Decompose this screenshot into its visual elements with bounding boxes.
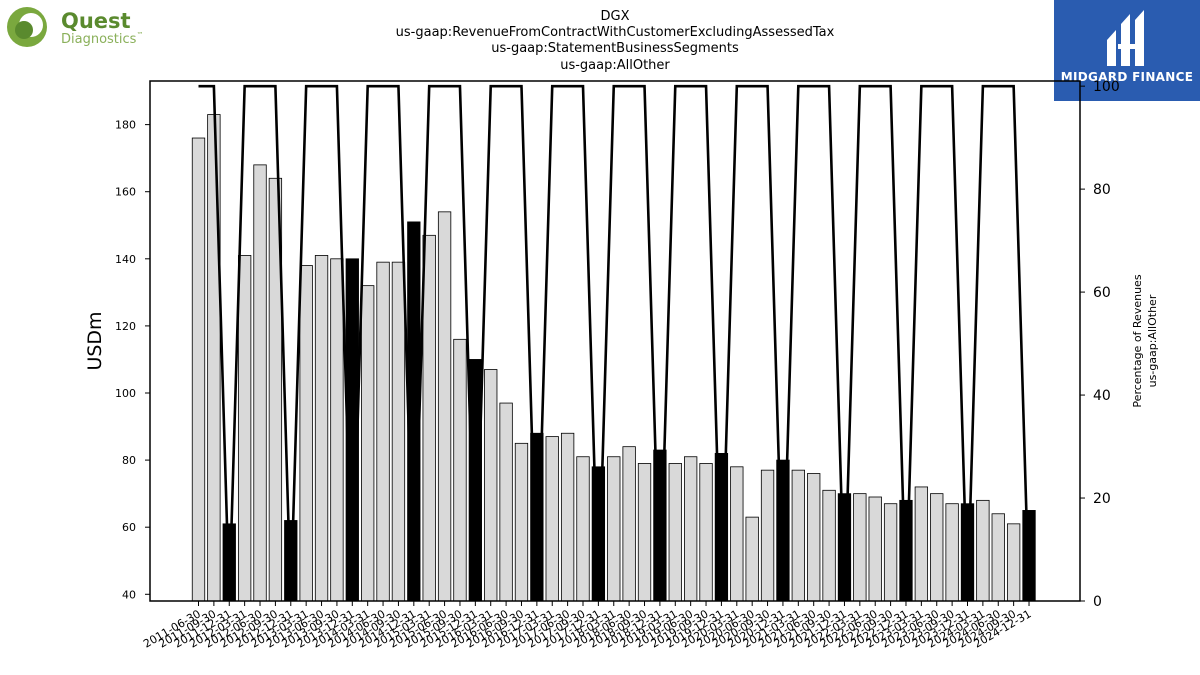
bar xyxy=(1006,523,1021,602)
bar xyxy=(361,285,375,602)
bar xyxy=(299,265,313,602)
bar xyxy=(883,503,898,602)
publisher-logo: MIDGARD FINANCE xyxy=(1054,0,1200,101)
chart-title-line-2: us-gaap:RevenueFromContractWithCustomerE… xyxy=(396,25,835,40)
bar xyxy=(607,456,621,602)
bar xyxy=(976,499,990,602)
x-axis: 2011-06-302011-09-302011-12-312012-03-31… xyxy=(141,601,1034,651)
y-axis-right-label-line-2: us-gaap:AllOther xyxy=(1146,294,1159,387)
company-logo-sub: Diagnostics™ xyxy=(61,31,143,47)
y-axis-left-label: USDm xyxy=(84,311,106,370)
bar xyxy=(791,469,805,602)
bar xyxy=(376,261,390,602)
bar xyxy=(314,255,329,602)
y-tick-label-left: 160 xyxy=(115,186,136,199)
chart-title: DGX us-gaap:RevenueFromContractWithCusto… xyxy=(396,9,835,73)
bar xyxy=(453,338,467,602)
bar xyxy=(730,466,744,602)
y-tick-label-left: 100 xyxy=(115,387,136,400)
plot-area-frame xyxy=(149,80,1081,602)
bar xyxy=(853,493,867,602)
bar xyxy=(499,402,513,602)
y-axis-right-label-line-1: Percentage of Revenues xyxy=(1131,274,1144,407)
y-axis-right-label: Percentage of Revenues us-gaap:AllOther xyxy=(1131,274,1159,407)
bar xyxy=(760,469,775,602)
bar xyxy=(514,442,529,602)
bar xyxy=(191,137,206,602)
bar xyxy=(637,463,652,602)
bar xyxy=(391,261,406,602)
bar xyxy=(684,456,698,602)
line-series xyxy=(198,84,1031,602)
bar xyxy=(745,516,759,602)
chart-title-line-4: us-gaap:AllOther xyxy=(560,58,670,73)
y-axis-right: 0 20 40 60 80 100 xyxy=(1080,79,1120,610)
bar xyxy=(868,496,882,602)
percentage-line xyxy=(198,84,1031,602)
bar xyxy=(560,432,575,602)
publisher-logo-name: MIDGARD FINANCE xyxy=(1061,70,1193,84)
chart-title-line-3: us-gaap:StatementBusinessSegments xyxy=(491,41,739,56)
y-tick-label-right: 60 xyxy=(1093,285,1111,301)
company-logo-icon-dot xyxy=(15,21,33,39)
y-tick-label-left: 180 xyxy=(115,119,136,132)
publisher-logo-icon xyxy=(1107,10,1144,66)
bar xyxy=(668,463,682,602)
bar xyxy=(699,463,713,602)
y-tick-label-left: 60 xyxy=(122,521,136,534)
y-tick-label-right: 20 xyxy=(1093,491,1111,507)
bar xyxy=(576,456,590,602)
chart-title-line-1: DGX xyxy=(601,9,630,24)
y-tick-label-left: 120 xyxy=(115,320,136,333)
bar xyxy=(484,369,498,602)
bar xyxy=(437,211,452,602)
bar xyxy=(207,114,221,602)
bar xyxy=(545,436,559,602)
y-tick-label-right: 100 xyxy=(1093,79,1120,95)
bar xyxy=(930,493,944,602)
bar-series xyxy=(191,114,1036,602)
bar xyxy=(807,473,821,602)
company-logo-name: Quest xyxy=(61,9,131,33)
y-tick-label-left: 40 xyxy=(122,588,136,601)
y-tick-label-right: 80 xyxy=(1093,182,1111,198)
bar xyxy=(945,503,959,602)
bar xyxy=(330,258,344,602)
company-logo: Quest Diagnostics™ xyxy=(7,7,143,47)
bar xyxy=(914,486,929,602)
y-tick-label-left: 140 xyxy=(115,253,136,266)
bar xyxy=(822,489,836,602)
bar xyxy=(991,513,1005,602)
y-axis-left: 40 60 80 100 120 140 160 180 xyxy=(115,119,150,601)
y-tick-label-right: 40 xyxy=(1093,388,1111,404)
bar xyxy=(237,255,252,602)
bar xyxy=(253,164,267,602)
y-tick-label-left: 80 xyxy=(122,454,136,467)
y-tick-label-right: 0 xyxy=(1093,594,1102,610)
bar xyxy=(422,234,436,602)
bar xyxy=(622,446,636,602)
